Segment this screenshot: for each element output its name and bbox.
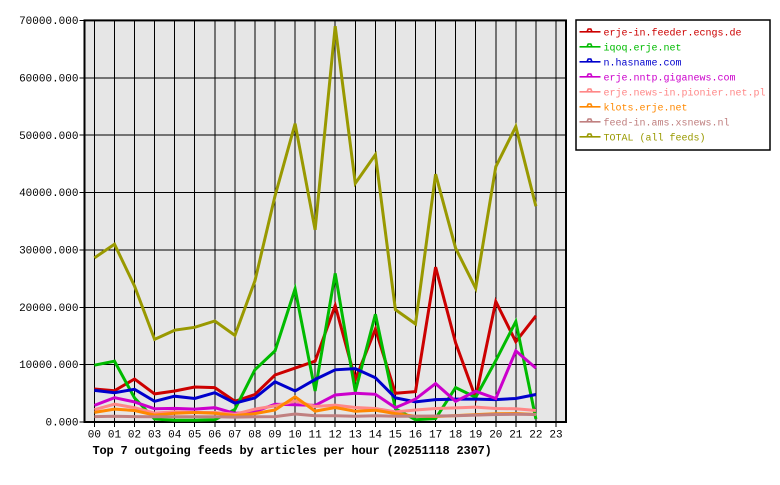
svg-text:11: 11 <box>308 430 322 442</box>
svg-text:00: 00 <box>88 430 101 442</box>
svg-text:06: 06 <box>208 430 221 442</box>
svg-text:10: 10 <box>288 430 301 442</box>
svg-text:erje-in.feeder.ecngs.de: erje-in.feeder.ecngs.de <box>604 28 742 40</box>
svg-text:erje.nntp.giganews.com: erje.nntp.giganews.com <box>604 73 736 85</box>
svg-text:70000.000: 70000.000 <box>19 16 78 28</box>
svg-text:Top 7 outgoing feeds by articl: Top 7 outgoing feeds by articles per hou… <box>93 444 492 458</box>
svg-text:17: 17 <box>429 430 442 442</box>
svg-text:50000.000: 50000.000 <box>19 131 78 143</box>
svg-text:22: 22 <box>529 430 542 442</box>
svg-text:TOTAL (all feeds): TOTAL (all feeds) <box>604 133 706 145</box>
svg-text:60000.000: 60000.000 <box>19 73 78 85</box>
svg-text:05: 05 <box>188 430 201 442</box>
svg-text:09: 09 <box>268 430 281 442</box>
svg-text:23: 23 <box>549 430 562 442</box>
svg-text:04: 04 <box>168 430 182 442</box>
svg-text:15: 15 <box>389 430 402 442</box>
svg-text:feed-in.ams.xsnews.nl: feed-in.ams.xsnews.nl <box>604 118 730 130</box>
svg-text:14: 14 <box>369 430 383 442</box>
svg-text:08: 08 <box>248 430 261 442</box>
svg-text:16: 16 <box>409 430 422 442</box>
svg-text:40000.000: 40000.000 <box>19 188 78 200</box>
svg-text:18: 18 <box>449 430 462 442</box>
svg-text:20000.000: 20000.000 <box>19 303 78 315</box>
svg-text:iqoq.erje.net: iqoq.erje.net <box>604 43 682 55</box>
svg-text:13: 13 <box>349 430 362 442</box>
svg-text:21: 21 <box>509 430 523 442</box>
svg-text:01: 01 <box>108 430 122 442</box>
svg-text:10000.000: 10000.000 <box>19 360 78 372</box>
svg-text:07: 07 <box>228 430 241 442</box>
svg-text:n.hasname.com: n.hasname.com <box>604 58 682 70</box>
svg-text:12: 12 <box>329 430 342 442</box>
svg-text:30000.000: 30000.000 <box>19 246 78 258</box>
svg-text:03: 03 <box>148 430 161 442</box>
svg-text:02: 02 <box>128 430 141 442</box>
svg-text:19: 19 <box>469 430 482 442</box>
svg-text:erje.news-in.pionier.net.pl: erje.news-in.pionier.net.pl <box>604 88 766 100</box>
svg-text:0.000: 0.000 <box>45 418 78 430</box>
svg-text:20: 20 <box>489 430 502 442</box>
svg-text:klots.erje.net: klots.erje.net <box>604 103 688 115</box>
